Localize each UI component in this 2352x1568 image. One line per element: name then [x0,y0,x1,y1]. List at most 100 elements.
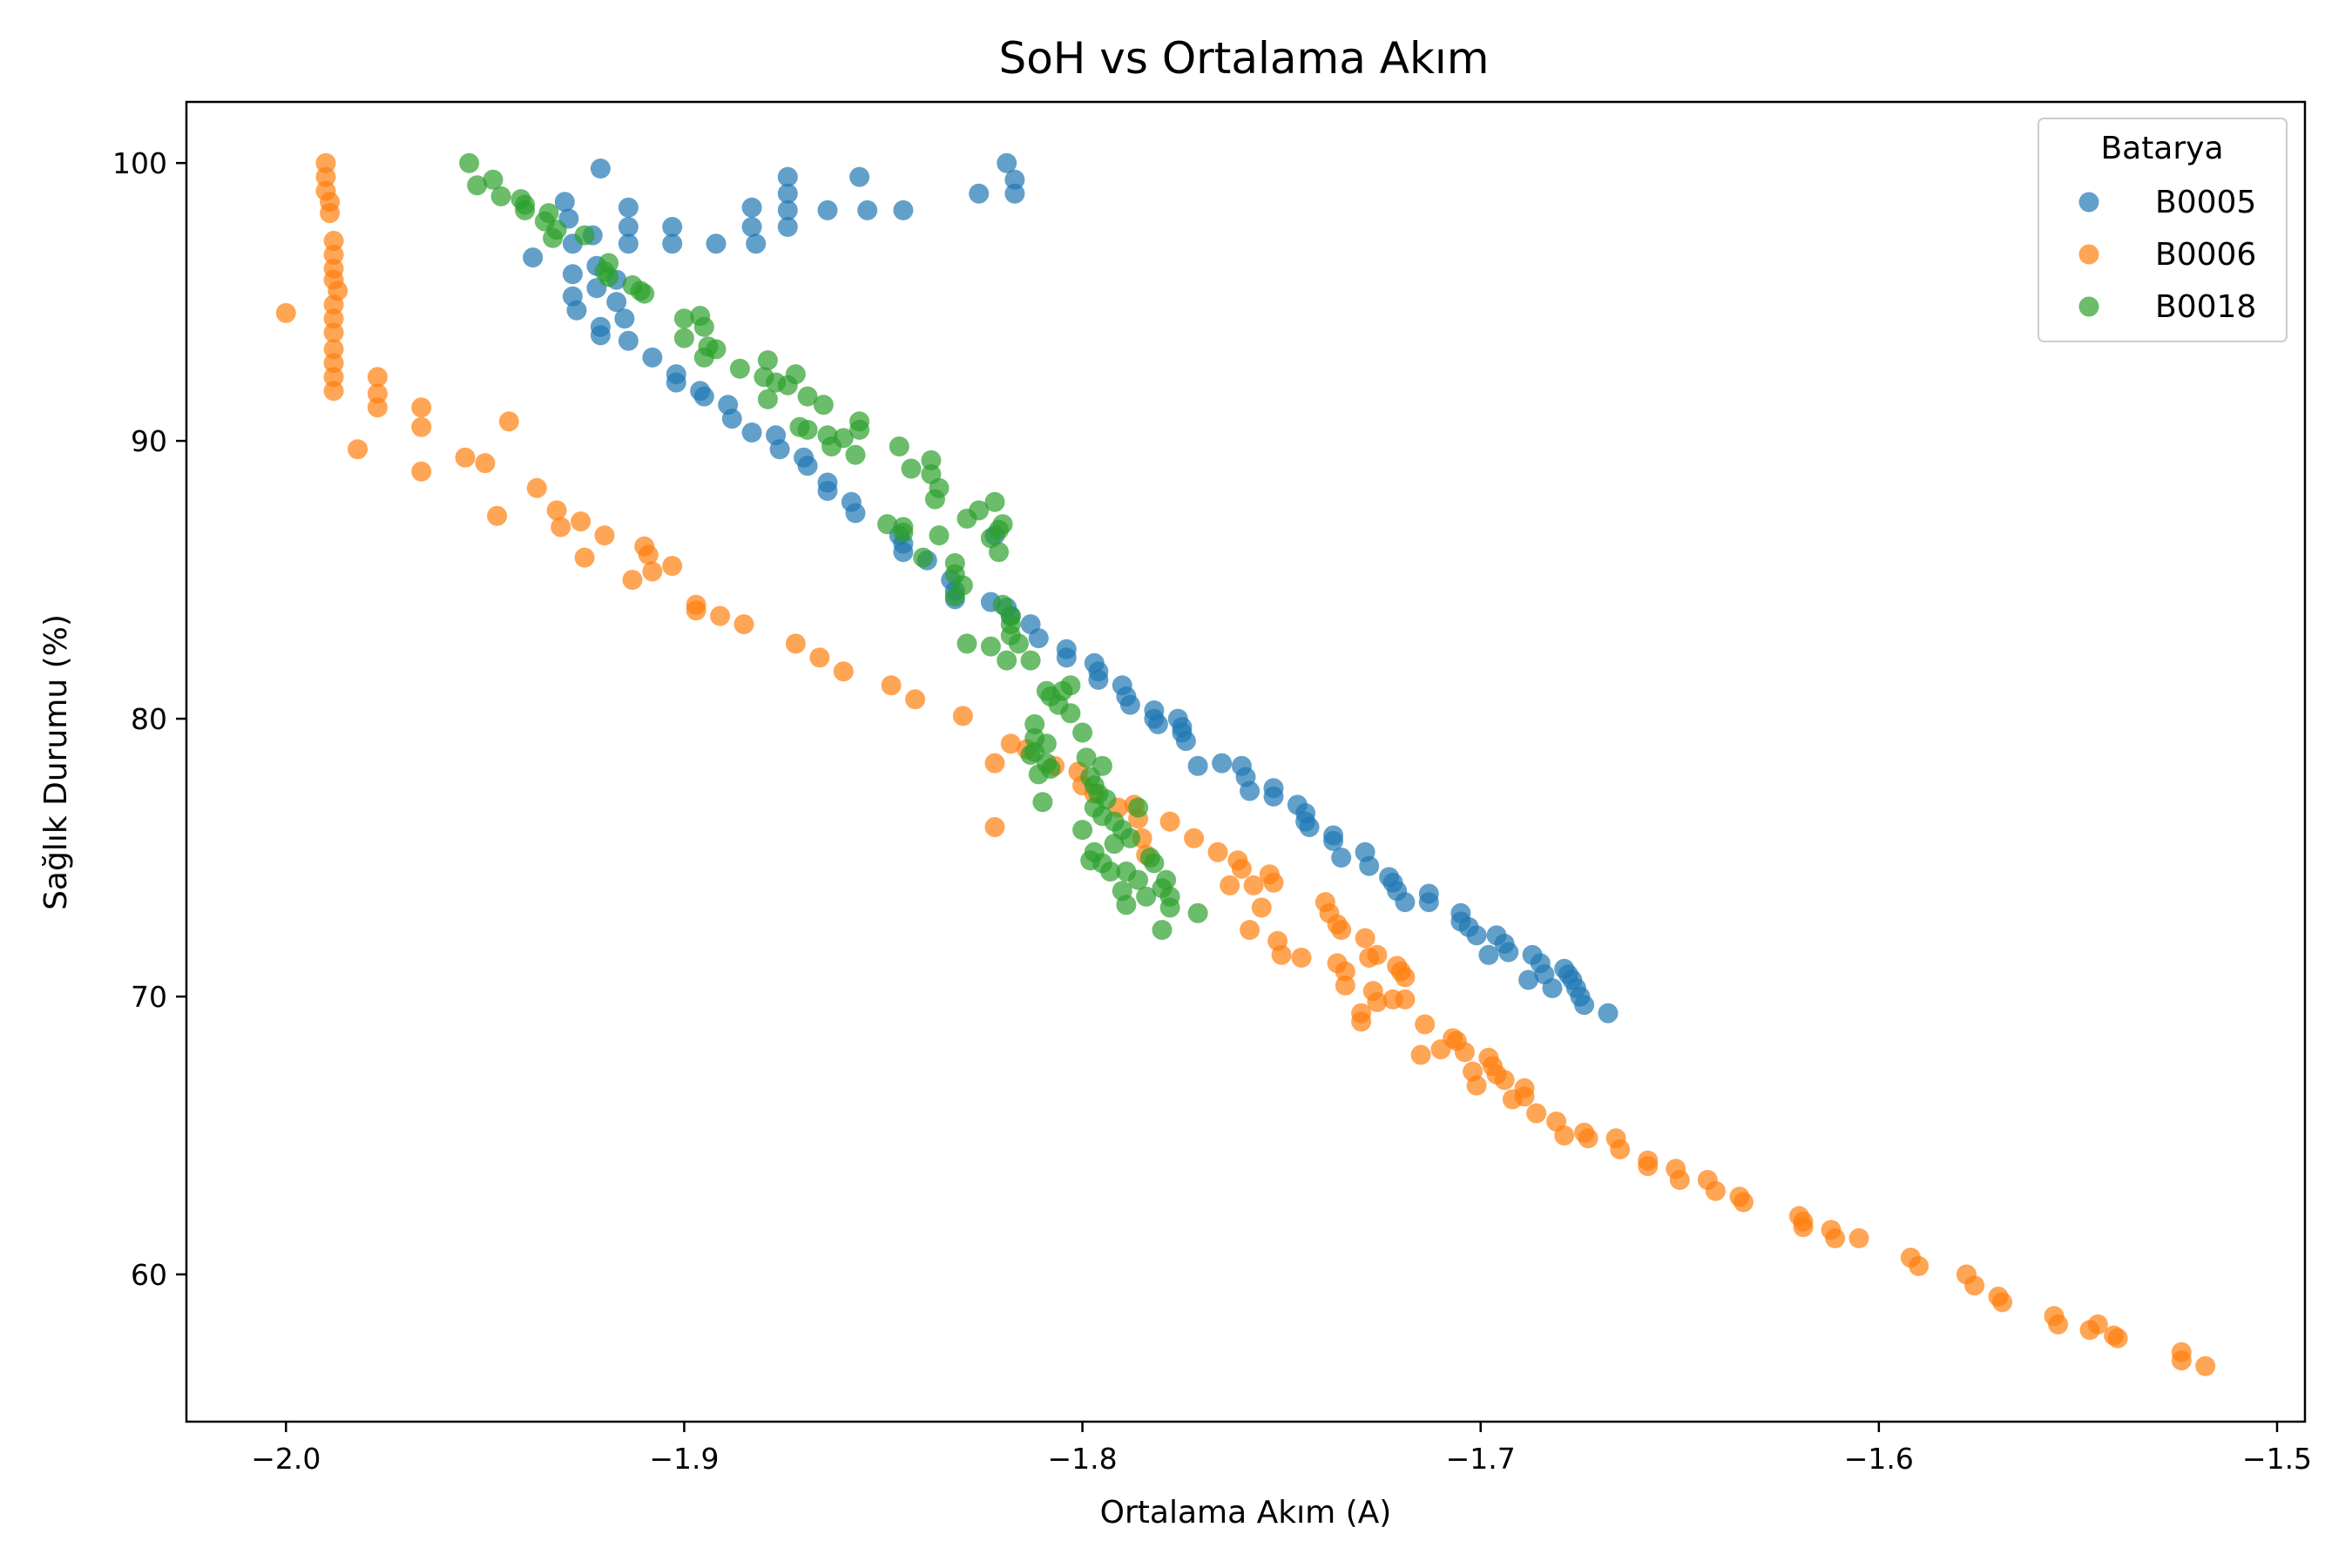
data-point-b0018-31 [757,389,778,409]
data-point-b0018-115 [1159,897,1180,918]
data-point-b0005-10 [741,197,762,218]
data-point-b0005-40 [666,372,686,393]
data-point-b0005-83 [1212,753,1233,774]
data-point-b0006-107 [1494,1070,1515,1091]
data-point-b0005-3 [777,166,798,187]
data-point-b0006-13 [323,339,344,360]
data-point-b0018-76 [1060,675,1081,696]
data-point-b0018-17 [634,283,655,304]
data-point-b0018-98 [1119,828,1140,848]
data-points [275,152,2216,1376]
data-point-b0018-117 [1152,920,1173,940]
data-point-b0005-4 [849,166,870,187]
data-point-b0006-27 [498,411,519,432]
data-point-b0005-95 [1331,848,1352,868]
y-axis-label: Sağlık Durumu (%) [38,614,74,910]
data-point-b0005-1 [997,152,1017,173]
data-point-b0006-139 [2048,1314,2069,1335]
data-point-b0005-123 [1598,1003,1619,1024]
data-point-b0006-52 [1000,733,1021,754]
data-point-b0005-13 [857,199,878,220]
data-point-b0018-30 [777,375,798,395]
data-point-b0006-10 [323,294,344,315]
data-point-b0005-26 [523,247,544,268]
data-point-b0005-86 [1240,781,1260,801]
data-point-b0005-8 [554,192,575,213]
data-point-b0018-44 [921,449,942,470]
legend-box [2038,118,2288,342]
data-point-b0006-65 [1207,841,1228,862]
data-point-b0006-15 [323,367,344,388]
data-point-b0006-90 [1351,1011,1372,1032]
legend-marker-b0006 [2078,244,2099,265]
data-point-b0005-88 [1263,786,1284,807]
data-point-b0005-107 [1466,925,1487,946]
data-point-b0018-69 [956,633,977,654]
data-point-b0018-100 [1072,820,1093,841]
data-point-b0006-37 [622,570,643,591]
data-point-b0006-141 [2087,1314,2108,1335]
data-point-b0005-28 [562,264,583,285]
legend-marker-b0005 [2078,192,2099,213]
data-point-b0005-116 [1542,977,1563,998]
data-point-b0006-39 [662,556,683,577]
data-point-b0018-21 [673,328,694,348]
legend: Batarya B0005 B0006 B0018 [2038,118,2288,342]
data-point-b0018-54 [989,542,1010,563]
data-point-b0006-133 [1909,1255,1930,1276]
data-point-b0006-75 [1271,944,1292,965]
data-point-b0018-41 [845,444,866,465]
data-point-b0005-22 [618,233,639,254]
data-point-b0005-19 [777,217,798,237]
data-point-b0018-72 [1020,650,1041,671]
data-point-b0006-117 [1610,1139,1631,1159]
data-point-b0005-11 [777,199,798,220]
data-point-b0006-30 [546,500,567,521]
data-point-b0006-32 [571,511,591,532]
data-point-b0006-18 [367,367,388,388]
data-point-b0006-42 [710,605,731,626]
data-point-b0005-53 [845,503,866,524]
data-point-b0006-11 [323,308,344,329]
x-tick-label: −1.5 [2242,1442,2312,1476]
data-point-b0018-24 [693,347,714,368]
data-point-b0006-6 [323,244,344,265]
data-point-b0005-101 [1395,892,1416,913]
data-point-b0005-33 [566,300,587,321]
legend-label-b0006: B0006 [2155,237,2256,273]
data-point-b0005-77 [1147,713,1168,734]
data-point-b0006-130 [1825,1228,1846,1248]
data-point-b0005-97 [1359,855,1380,876]
data-point-b0006-128 [1793,1217,1814,1238]
data-point-b0006-143 [2107,1328,2128,1348]
data-point-b0006-121 [1669,1170,1690,1190]
data-point-b0006-137 [1992,1292,2013,1313]
data-point-b0018-111 [1144,853,1165,874]
data-point-b0006-45 [809,647,830,668]
data-point-b0018-33 [813,395,834,416]
x-tick-label: −1.9 [649,1442,719,1476]
data-point-b0006-135 [1964,1275,1985,1296]
data-point-b0006-66 [1220,875,1240,896]
data-point-b0006-29 [526,477,547,498]
data-point-b0006-96 [1415,1014,1436,1035]
data-point-b0005-5 [777,183,798,204]
y-axis: 60 70 80 90 100 [112,146,186,1292]
data-point-b0018-116 [1187,902,1208,923]
data-point-b0018-39 [849,419,870,440]
x-tick-label: −2.0 [251,1442,321,1476]
data-point-b0018-1 [483,169,504,190]
data-point-b0006-93 [1395,967,1416,988]
data-point-b0005-47 [769,439,790,460]
data-point-b0006-24 [411,461,432,482]
data-point-b0006-73 [1240,920,1260,940]
data-point-b0018-80 [1024,713,1045,734]
data-point-b0005-32 [606,292,627,313]
legend-title: Batarya [2100,131,2223,166]
data-point-b0006-125 [1733,1192,1754,1213]
data-point-b0005-9 [618,197,639,218]
data-point-b0006-26 [475,453,496,474]
data-point-b0005-103 [1418,892,1439,913]
data-point-b0006-146 [2195,1355,2216,1376]
y-tick-label: 70 [131,980,167,1014]
